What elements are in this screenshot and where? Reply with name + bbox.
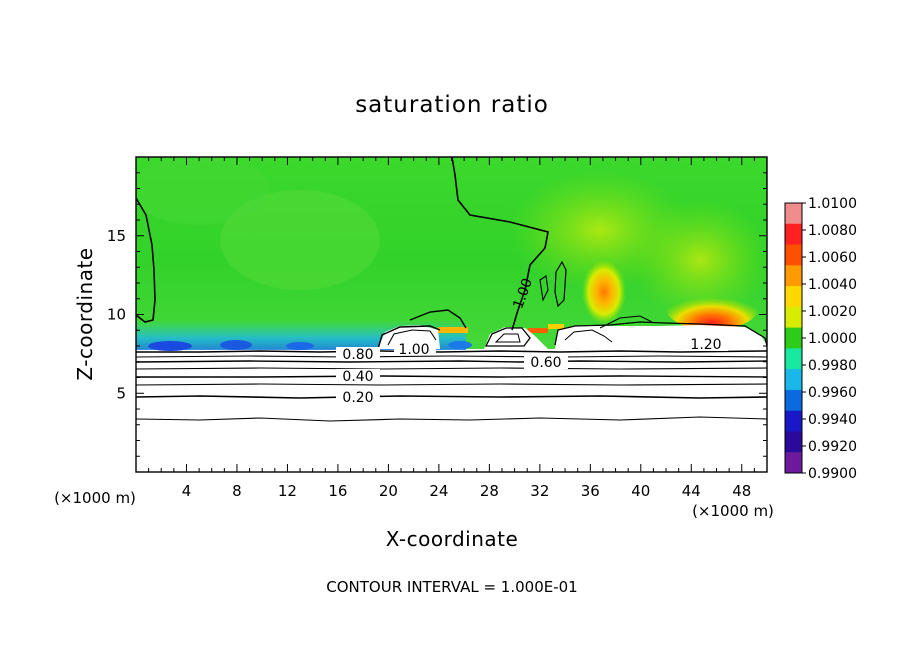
- hot-spot-46km: [666, 286, 758, 330]
- label-knockout: [524, 355, 568, 369]
- colorbar-swatch: [785, 348, 802, 370]
- colorbar-swatch: [785, 389, 802, 412]
- contour-0.60: [136, 360, 767, 363]
- blue-spot: [148, 341, 192, 351]
- colorbar-label: 1.0080: [808, 223, 857, 239]
- x-unit-right: (×1000 m): [692, 502, 774, 520]
- plot-area: 1.00 0.80 0.60 1.20 0.40 0.20 1.00: [136, 157, 767, 472]
- contour-cloud-left-inner: [387, 329, 437, 346]
- contour-label: 0.60: [530, 355, 561, 371]
- edge-fringe: [528, 328, 548, 333]
- colorbar-swatch: [785, 369, 802, 391]
- x-tick-label: 16: [328, 482, 347, 500]
- label-knockout: [336, 369, 380, 383]
- colorbar-label: 1.0000: [808, 331, 857, 347]
- contour-cloud-right-inner: [564, 315, 653, 343]
- contour-cloud-mid: [484, 327, 531, 347]
- field-patch: [136, 157, 270, 225]
- contour-0.10: [136, 416, 767, 422]
- contour-0.20: [136, 395, 767, 399]
- contour-1.00-left: [136, 197, 156, 323]
- contour-1.00-loop: [554, 260, 567, 308]
- x-tick-label: 36: [581, 482, 600, 500]
- y-tick-label: 5: [116, 384, 126, 402]
- colorbar-swatch: [785, 265, 802, 287]
- x-tick-label: 4: [182, 482, 192, 500]
- contour-0.40: [136, 375, 767, 378]
- y-axis: 5 10 15: [107, 172, 767, 457]
- contour-label: 0.40: [342, 369, 373, 385]
- field-patch: [220, 190, 380, 290]
- colorbar-label: 0.9940: [808, 412, 857, 428]
- colorbar-label: 0.9900: [808, 466, 857, 482]
- contour-cloud-left: [377, 309, 467, 350]
- cloud-region: [484, 327, 548, 349]
- x-tick-label: 24: [429, 482, 448, 500]
- contour-label: 1.20: [690, 337, 721, 353]
- colorbar-label: 0.9920: [808, 439, 857, 455]
- y-axis-title: Z-coordinate: [73, 247, 97, 380]
- x-tick-label: 28: [480, 482, 499, 500]
- contour-label: 0.20: [342, 390, 373, 406]
- x-unit-left: (×1000 m): [54, 489, 136, 507]
- contour-cloud-right: [554, 321, 767, 347]
- colorbar-swatch: [785, 452, 802, 474]
- x-axis-title: X-coordinate: [386, 527, 519, 551]
- x-tick-label: 48: [732, 482, 751, 500]
- x-tick-label: 8: [232, 482, 242, 500]
- label-knockout: [336, 389, 380, 403]
- colorbar-label: 1.0020: [808, 304, 857, 320]
- x-tick-label: 44: [682, 482, 701, 500]
- contour-0.30: [136, 383, 767, 386]
- blue-spot: [286, 342, 314, 350]
- colorbar-swatch: [785, 223, 802, 246]
- contour-1.00-loop: [539, 275, 549, 302]
- colorbar-swatch: [785, 327, 802, 349]
- contour-1.00-upper: [451, 157, 549, 331]
- cloud-region: [555, 325, 767, 349]
- colorbar-label: 0.9960: [808, 385, 857, 401]
- colorbar-label: 1.0100: [808, 196, 857, 212]
- colorbar-label: 1.0040: [808, 277, 857, 293]
- blue-spot: [220, 340, 252, 350]
- x-tick-label: 12: [278, 482, 297, 500]
- label-knockout: [684, 337, 728, 351]
- label-knockout: [336, 347, 380, 361]
- colorbar-label: 1.0060: [808, 250, 857, 266]
- edge-fringe: [548, 324, 564, 329]
- colorbar: 1.0100 1.0080 1.0060 1.0040 1.0020 1.0000 0.99…: [784, 196, 857, 482]
- colorbar-swatch: [785, 203, 802, 225]
- contour-label: 1.00: [398, 342, 429, 358]
- x-tick-label: 32: [530, 482, 549, 500]
- y-tick-label: 10: [107, 306, 126, 324]
- y-tick-label: 15: [107, 227, 126, 245]
- hot-spot-36km: [582, 260, 626, 324]
- colorbar-swatch: [785, 286, 802, 308]
- colorbar-label: 0.9980: [808, 358, 857, 374]
- colorbar-swatch: [785, 431, 802, 453]
- contour-0.70: [136, 355, 767, 358]
- blue-spot: [448, 341, 472, 349]
- x-axis: 4 8 12 16 20 24 28 32 36 40 44 48: [148, 157, 755, 500]
- colorbar-swatch: [785, 410, 802, 432]
- contour-label: 0.80: [342, 347, 373, 363]
- contour-0.50: [136, 367, 767, 370]
- chart-title: saturation ratio: [355, 92, 549, 118]
- label-knockout: [394, 341, 436, 355]
- contour-0.80: [136, 350, 767, 353]
- edge-fringe: [438, 327, 468, 333]
- x-tick-label: 40: [631, 482, 650, 500]
- colorbar-swatch: [785, 244, 802, 266]
- contour-cloud-mid-inner: [494, 333, 521, 343]
- colorbar-swatch: [785, 306, 802, 329]
- contour-interval-note: CONTOUR INTERVAL = 1.000E-01: [326, 578, 577, 596]
- contour-lines: [136, 157, 767, 422]
- x-tick-label: 20: [379, 482, 398, 500]
